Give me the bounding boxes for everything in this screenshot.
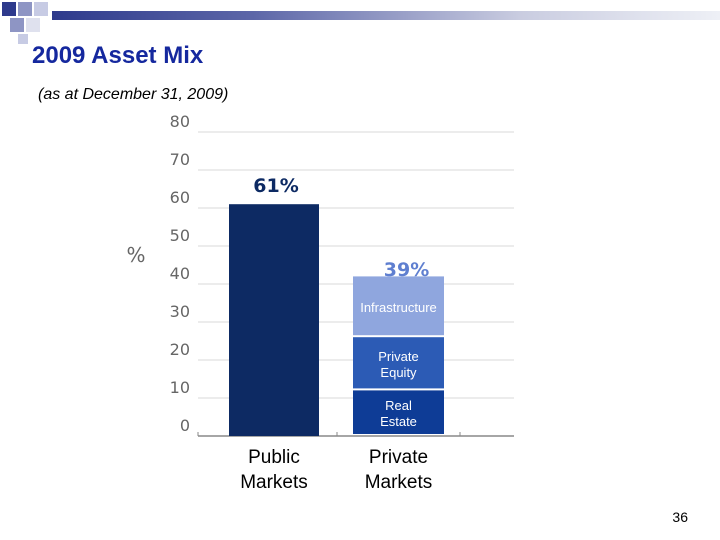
page-number: 36 — [672, 509, 688, 525]
y-tick-label: 0 — [180, 416, 190, 435]
y-tick-label: 20 — [170, 340, 190, 359]
slide-title: 2009 Asset Mix — [32, 42, 204, 69]
x-category-label: Private Markets — [365, 447, 433, 493]
y-axis-label: % — [126, 243, 145, 267]
bar-public-markets — [229, 204, 319, 436]
segment-label: Infrastructure — [360, 300, 437, 315]
bar-segment-real-estate — [353, 390, 444, 434]
y-tick-label: 40 — [170, 264, 190, 283]
segment-label: Real Estate — [380, 398, 417, 429]
header-gradient-bar — [52, 11, 720, 20]
slide-subtitle: (as at December 31, 2009) — [38, 86, 229, 103]
bar-segment-infrastructure — [353, 276, 444, 336]
corner-decoration — [2, 2, 48, 44]
y-tick-label: 50 — [170, 226, 190, 245]
y-tick-label: 70 — [170, 150, 190, 169]
total-label: 39% — [384, 259, 429, 281]
x-category-label: Public Markets — [240, 447, 308, 493]
segment-label: Private Equity — [378, 349, 418, 380]
y-tick-label: 10 — [170, 378, 190, 397]
y-tick-label: 80 — [170, 112, 190, 131]
total-label: 61% — [253, 175, 298, 197]
y-tick-label: 30 — [170, 302, 190, 321]
bar-segment-private-equity — [353, 337, 444, 389]
y-tick-label: 60 — [170, 188, 190, 207]
